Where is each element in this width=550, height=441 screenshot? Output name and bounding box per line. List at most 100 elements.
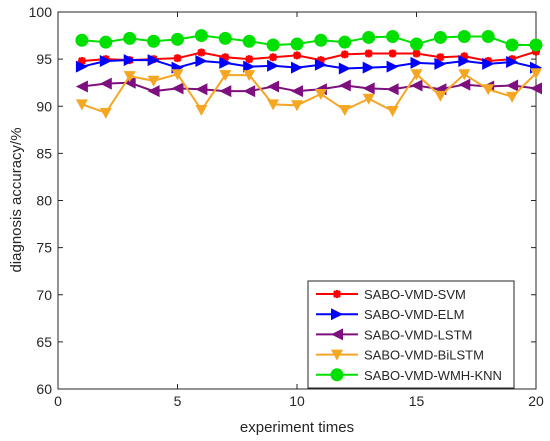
data-point [314,58,327,71]
y-tick-label: 65 [36,334,52,350]
data-point [291,85,303,98]
data-point [434,90,447,102]
data-point [171,32,184,46]
legend-marker [333,290,341,298]
data-point [245,55,254,64]
legend-marker [331,328,343,341]
data-point [433,30,447,44]
data-point [99,107,112,119]
data-point [171,69,184,81]
data-point [386,105,399,117]
x-tick-label: 5 [174,393,182,409]
data-point [338,35,352,49]
data-point [147,75,160,87]
data-point [171,82,184,95]
legend-label: SABO-VMD-SVM [364,287,466,302]
data-point [410,37,423,51]
y-tick-label: 90 [36,98,52,114]
data-point [291,61,303,74]
y-tick-label: 85 [36,145,52,161]
legend-label: SABO-VMD-LSTM [364,327,472,342]
legend-item: SABO-VMD-LSTM [316,327,472,342]
y-axis-label: diagnosis accuracy/% [8,127,25,272]
x-tick-label: 10 [289,393,305,409]
legend-label: SABO-VMD-ELM [364,307,464,322]
x-tick-label: 20 [528,393,544,409]
legend-marker [331,308,343,321]
data-point [434,57,447,70]
data-point [123,31,137,45]
data-point [532,47,540,56]
data-point [364,49,373,58]
data-point [458,69,471,81]
y-tick-label: 70 [36,287,52,303]
data-point [242,34,256,48]
data-point [506,79,519,92]
data-point [293,51,301,60]
data-point [75,60,88,73]
data-point [457,30,471,44]
data-point [410,79,423,92]
data-point [338,79,351,92]
data-point [194,29,208,43]
data-point [291,100,303,112]
data-point [173,54,182,63]
legend-label: SABO-VMD-BiLSTM [364,348,484,363]
data-point [386,30,400,44]
data-point [243,60,256,73]
data-point [195,83,208,96]
data-point [362,61,375,74]
series-4 [75,29,543,52]
data-point [388,49,397,58]
legend-item: SABO-VMD-WMH-KNN [316,368,502,383]
data-point [75,80,88,93]
data-point [123,54,136,67]
data-point [267,80,280,93]
data-point [267,59,280,72]
series-layer [75,29,543,119]
legend-marker [330,368,344,382]
data-point [99,77,112,90]
x-axis-label: experiment times [240,419,354,436]
data-point [123,76,136,89]
data-point [99,35,113,49]
data-point [530,82,542,95]
data-point [436,53,445,62]
data-point [412,49,421,58]
data-point [362,82,375,95]
data-point [266,38,280,52]
data-point [362,93,375,105]
data-point [386,83,399,96]
data-point [506,91,519,103]
data-point [460,52,469,61]
series-1 [75,54,542,75]
legend-item: SABO-VMD-BiLSTM [316,348,484,363]
data-point [147,34,161,48]
data-point [75,33,89,47]
data-point [386,60,399,73]
axes: 0 5 10 15 20 60 65 70 75 80 85 90 95 100 [29,4,544,409]
y-tick-label: 75 [36,240,52,256]
data-point [269,53,278,62]
data-point [482,57,495,70]
data-point [219,70,232,82]
data-point [316,56,325,65]
data-point [147,85,160,98]
data-point [267,99,280,111]
y-tick-label: 95 [36,51,52,67]
series-2 [75,76,542,98]
data-point [530,68,542,80]
y-tick-label: 80 [36,193,52,209]
x-tick-label: 0 [54,393,62,409]
data-point [219,56,232,69]
data-point [75,99,88,111]
data-point [410,56,423,69]
data-point [458,78,471,91]
data-point [219,85,232,98]
series-3 [75,68,542,119]
data-point [338,105,351,117]
data-point [506,55,519,68]
legend-item: SABO-VMD-ELM [316,307,464,322]
data-point [99,55,112,68]
